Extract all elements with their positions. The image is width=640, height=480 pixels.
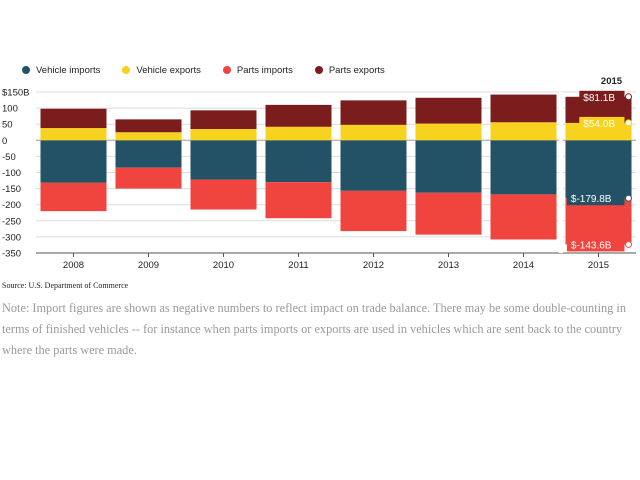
annotation-box <box>579 90 625 104</box>
bar-vehicle-exports-2009 <box>115 132 182 141</box>
bar-vehicle-exports-2012 <box>340 124 407 141</box>
y-tick-label: -50 <box>2 152 16 163</box>
bar-parts-exports-2010 <box>190 110 257 130</box>
bar-parts-imports-2011 <box>265 182 332 219</box>
annotation-parts-exports: $81.1B <box>579 90 632 104</box>
annotation-text: $-179.8B <box>571 194 612 205</box>
legend-swatch <box>222 66 231 74</box>
y-tick-label: -100 <box>2 168 21 179</box>
bar-vehicle-exports-2011 <box>265 126 332 141</box>
bar-parts-exports-2012 <box>340 100 407 125</box>
annotation-marker <box>625 119 632 127</box>
bar-parts-imports-2013 <box>415 192 482 235</box>
y-tick-label: -150 <box>2 184 21 195</box>
annotation-vehicle-imports: $-179.8B <box>566 192 632 206</box>
footnote: Note: Import figures are shown as negati… <box>2 301 626 357</box>
bar-parts-exports-2013 <box>415 97 482 124</box>
bar-parts-exports-2014 <box>490 94 557 123</box>
bar-parts-imports-2009 <box>115 167 182 189</box>
x-tick-label: 2015 <box>588 260 609 271</box>
legend-item-vehicle-exports: Vehicle exports <box>122 64 201 76</box>
annotation-parts-imports: $-143.6B <box>566 238 632 252</box>
bar-vehicle-imports-2015 <box>565 140 632 199</box>
bar-vehicle-imports-2014 <box>490 140 557 195</box>
bar-parts-imports-2008 <box>40 182 107 212</box>
bar-vehicle-exports-2008 <box>40 128 107 141</box>
annotation-box <box>566 238 625 252</box>
bar-parts-exports-2009 <box>115 119 182 133</box>
y-tick-label: -250 <box>2 216 21 227</box>
annotation-text: $-143.6B <box>571 240 612 251</box>
x-tick-label: 2013 <box>438 260 459 271</box>
legend-label: Parts imports <box>236 64 293 76</box>
bar-vehicle-imports-2009 <box>115 140 182 168</box>
y-tick-label: -350 <box>2 249 21 260</box>
y-tick-label: 0 <box>2 136 7 147</box>
x-tick-label: 2011 <box>288 260 308 271</box>
annotation-box <box>579 116 625 130</box>
bar-parts-imports-2014 <box>490 194 557 240</box>
x-tick-label: 2009 <box>138 260 159 271</box>
annotation-box <box>566 192 625 206</box>
bar-vehicle-imports-2012 <box>340 140 407 191</box>
annotation-marker <box>625 240 632 248</box>
x-tick-label: 2010 <box>213 260 234 271</box>
bar-parts-imports-2010 <box>190 179 257 210</box>
bar-vehicle-exports-2014 <box>490 122 557 141</box>
legend-swatch <box>22 66 30 74</box>
trade-balance-chart: $150B 100 50 0 -50 -100 -150 -200 -250 -300 -350 20… <box>2 76 636 271</box>
y-tick-label: 50 <box>2 120 13 131</box>
annotation-marker <box>625 194 632 202</box>
y-tick-label: -300 <box>2 232 21 243</box>
legend-swatch <box>122 66 131 74</box>
y-tick-label: -200 <box>2 200 21 211</box>
legend-item-parts-imports: Parts imports <box>222 64 293 76</box>
y-tick-label: 100 <box>2 104 18 115</box>
bar-vehicle-exports-2010 <box>190 129 257 141</box>
legend-item-parts-exports: Parts exports <box>314 64 385 76</box>
bar-vehicle-imports-2010 <box>190 140 257 180</box>
bar-parts-imports-2012 <box>340 190 407 232</box>
annotation-text: $81.1B <box>583 93 615 104</box>
bar-vehicle-imports-2008 <box>40 140 107 183</box>
x-tick-label: 2008 <box>63 260 84 271</box>
legend-item-vehicle-imports: Vehicle imports <box>22 65 100 76</box>
annotation-marker <box>625 93 632 101</box>
bar-parts-exports-2008 <box>40 108 107 129</box>
legend-label: Vehicle imports <box>36 64 101 76</box>
legend-label: Vehicle exports <box>136 64 201 76</box>
highlight-year-label: 2015 <box>601 76 623 87</box>
source-note: Source: U.S. Department of Commerce <box>2 281 129 290</box>
chart-legend: Vehicle imports Vehicle exports Parts impo… <box>22 62 407 78</box>
highlight-gap <box>559 92 563 253</box>
annotation-vehicle-exports: $54.0B <box>579 116 632 130</box>
x-tick-label: 2014 <box>513 260 534 271</box>
x-tick-label: 2012 <box>363 260 384 271</box>
legend-swatch <box>314 66 323 74</box>
legend-label: Parts exports <box>328 64 385 76</box>
bar-parts-imports-2015 <box>565 198 632 245</box>
annotation-text: $54.0B <box>583 119 615 130</box>
y-tick-label: $150B <box>2 88 29 99</box>
bar-vehicle-exports-2013 <box>415 123 482 141</box>
bar-vehicle-imports-2013 <box>415 140 482 193</box>
bar-parts-exports-2011 <box>265 104 332 127</box>
bar-vehicle-imports-2011 <box>265 140 332 183</box>
